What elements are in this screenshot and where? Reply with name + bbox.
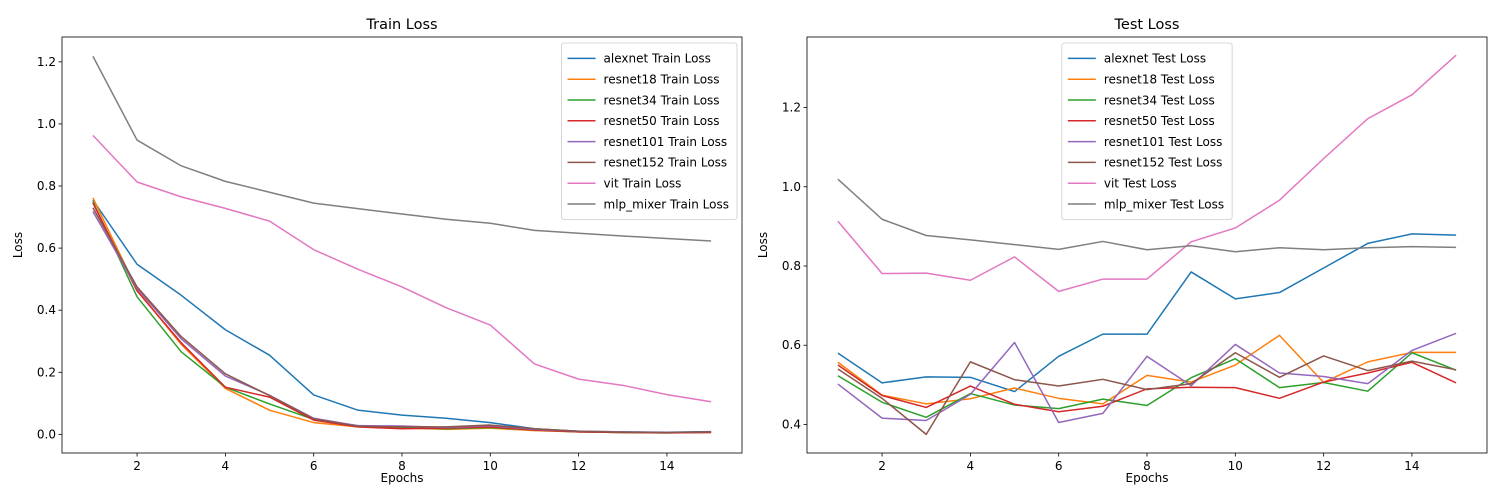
legend-entry: alexnet Test Loss (1104, 52, 1206, 66)
series-line-mlp-mixer-test-loss (837, 178, 1457, 253)
y-tick-label: 0.6 (782, 338, 801, 352)
x-tick-label: 8 (1143, 459, 1151, 473)
series-line-mlp-mixer-train-loss (92, 55, 712, 242)
axis-ticks: 2 4 6 8 10 12 14 0.4 0.6 0.8 1.0 1.2 (782, 101, 1420, 473)
legend-entry: resnet50 Test Loss (1104, 114, 1215, 128)
legend: alexnet Train Loss resnet18 Train Loss res… (561, 42, 738, 220)
x-tick-label: 6 (1055, 459, 1063, 473)
chart-title: Train Loss (365, 17, 437, 33)
legend-entry: resnet50 Train Loss (604, 114, 720, 128)
x-tick-label: 12 (1316, 459, 1331, 473)
x-axis-label: Epochs (381, 471, 424, 485)
legend-entry: vit Train Loss (604, 177, 682, 191)
y-axis-label: Loss (11, 232, 25, 258)
y-tick-label: 1.0 (37, 117, 56, 131)
x-tick-label: 14 (659, 459, 674, 473)
legend-entry: resnet18 Test Loss (1104, 73, 1215, 87)
x-tick-label: 14 (1404, 459, 1419, 473)
y-tick-label: 0.8 (782, 259, 801, 273)
series-line-vit-train-loss (92, 134, 712, 403)
test-loss-chart: Test Loss Epochs Loss 2 4 6 8 10 12 14 0.4 0.6 0.… (756, 17, 1488, 485)
legend-box (1061, 42, 1233, 220)
series-line-resnet18-test-loss (837, 334, 1457, 405)
legend-entry: resnet152 Train Loss (604, 156, 728, 170)
y-tick-label: 1.2 (782, 101, 801, 115)
plot-frame (806, 36, 1488, 454)
legend: alexnet Test Loss resnet18 Test Loss resne… (1061, 42, 1233, 220)
series-line-resnet101-test-loss (837, 332, 1457, 424)
legend-entry: resnet152 Test Loss (1104, 156, 1222, 170)
y-tick-label: 0.8 (37, 179, 56, 193)
x-tick-label: 10 (483, 459, 498, 473)
legend-entry: resnet34 Test Loss (1104, 93, 1215, 107)
x-tick-label: 10 (1228, 459, 1243, 473)
x-tick-label: 6 (310, 459, 318, 473)
series-lines (837, 54, 1457, 436)
y-axis-label: Loss (756, 232, 770, 258)
legend-entry: mlp_mixer Test Loss (1104, 197, 1224, 211)
x-axis-label: Epochs (1126, 471, 1169, 485)
series-line-resnet152-test-loss (837, 352, 1457, 436)
series-line-vit-test-loss (837, 54, 1457, 293)
chart-title: Test Loss (1114, 17, 1180, 33)
y-tick-label: 0.2 (37, 365, 56, 379)
y-tick-label: 0.4 (37, 303, 56, 317)
plot-frame (61, 36, 743, 454)
series-line-resnet152-train-loss (92, 207, 712, 434)
axis-ticks: 2 4 6 8 10 12 14 0.0 0.2 0.4 0.6 0.8 1.0 1.2 (37, 55, 675, 473)
train-loss-chart: Train Loss Epochs Loss 2 4 6 8 10 12 14 0.0 0.2 0… (11, 17, 743, 485)
x-tick-label: 12 (571, 459, 586, 473)
x-tick-label: 2 (878, 459, 886, 473)
legend-box (561, 42, 738, 220)
legend-entry: resnet34 Train Loss (604, 93, 720, 107)
x-tick-label: 4 (222, 459, 230, 473)
y-tick-label: 1.0 (782, 180, 801, 194)
x-tick-label: 8 (398, 459, 406, 473)
x-tick-label: 2 (133, 459, 141, 473)
legend-entry: vit Test Loss (1104, 177, 1177, 191)
legend-entry: mlp_mixer Train Loss (604, 197, 729, 211)
series-line-alexnet-test-loss (837, 233, 1457, 393)
legend-entry: resnet101 Test Loss (1104, 135, 1222, 149)
y-tick-label: 0.0 (37, 427, 56, 441)
legend-entry: resnet101 Train Loss (604, 135, 728, 149)
y-tick-label: 0.6 (37, 241, 56, 255)
y-tick-label: 0.4 (782, 417, 801, 431)
x-tick-label: 4 (967, 459, 975, 473)
series-line-resnet50-test-loss (837, 361, 1457, 413)
legend-entry: resnet18 Train Loss (604, 73, 720, 87)
legend-entry: alexnet Train Loss (604, 52, 711, 66)
series-lines (92, 55, 712, 434)
y-tick-label: 1.2 (37, 55, 56, 69)
